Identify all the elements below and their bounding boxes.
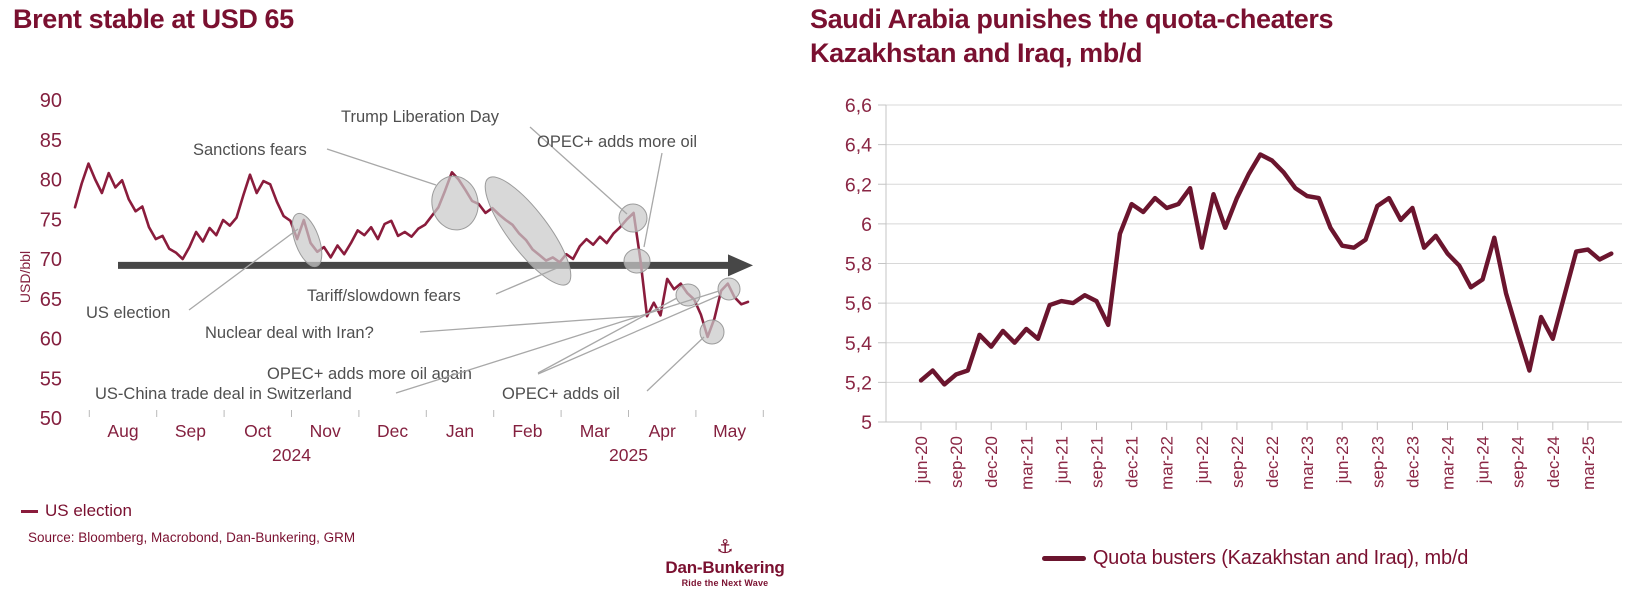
y-axis-tick-label: 5,8 <box>845 254 872 276</box>
annotation-pointer-line <box>188 228 299 311</box>
x-axis-tick-label: mar-25 <box>1579 436 1598 490</box>
us-china-deal-ellipse <box>717 277 741 301</box>
y-axis-tick-label: 70 <box>40 249 62 271</box>
annotation-label: OPEC+ adds oil <box>502 385 620 403</box>
x-axis-tick-label: jun-23 <box>1333 436 1352 484</box>
x-axis-month-label: Feb <box>512 421 542 441</box>
annotation-pointer-line <box>537 297 678 374</box>
annotation-pointer-line <box>495 267 558 295</box>
y-axis-tick-label: 6,2 <box>845 174 872 196</box>
x-axis-month-label: Oct <box>244 421 271 441</box>
y-axis-tick-label: 60 <box>40 329 62 351</box>
brent-legend-label: US election <box>45 501 132 520</box>
quota-legend-label: Quota busters (Kazakhstan and Iraq), mb/… <box>1092 547 1469 569</box>
x-axis-tick-label: sep-20 <box>947 436 966 488</box>
y-axis-tick-label: 6,6 <box>845 95 872 117</box>
x-axis-tick-label: dec-21 <box>1123 436 1142 488</box>
opec-adds-more-oil-ellipse <box>618 203 648 233</box>
x-axis-tick-label: sep-23 <box>1368 436 1387 488</box>
x-axis-month-label: Mar <box>580 421 610 441</box>
annotation-pointer-line <box>326 148 437 186</box>
annotation-label: Trump Liberation Day <box>341 108 500 126</box>
x-axis-tick-label: sep-21 <box>1088 436 1107 488</box>
quota-chart-title-line2: Kazakhstan and Iraq, mb/d <box>810 38 1143 68</box>
y-axis-tick-label: 55 <box>40 368 62 390</box>
annotation-label: Sanctions fears <box>193 141 307 159</box>
x-axis-tick-label: mar-22 <box>1158 436 1177 490</box>
annotation-label: Tariff/slowdown fears <box>307 287 461 305</box>
annotation-label: US election <box>86 304 170 322</box>
x-axis-tick-label: dec-20 <box>982 436 1001 488</box>
x-axis-month-label: Jan <box>446 421 474 441</box>
y-axis-tick-label: 5,6 <box>845 293 872 315</box>
x-axis-tick-label: mar-21 <box>1017 436 1036 490</box>
x-axis-tick-label: dec-23 <box>1403 436 1422 488</box>
quota-legend: Quota busters (Kazakhstan and Iraq), mb/… <box>880 547 1630 570</box>
opec-again-ellipse <box>675 283 701 307</box>
annotation-pointer-line <box>419 315 640 333</box>
y-axis-tick-label: 65 <box>40 289 62 311</box>
quota-busters-line <box>918 152 1614 387</box>
x-axis-tick-label: jun-20 <box>912 436 931 484</box>
x-axis-month-label: Apr <box>649 421 676 441</box>
trend-arrow-head <box>728 254 753 277</box>
brent-chart-title: Brent stable at USD 65 <box>13 4 294 34</box>
annotation-pointer-line <box>395 290 720 394</box>
us-election-ellipse <box>291 212 323 268</box>
brent-chart: 90 85 80 75 70 65 60 55 50 USD/bbl Aug Sep Oct Nov Dec… <box>17 90 764 465</box>
quota-chart-title: Saudi Arabia punishes the quota-cheaters… <box>810 2 1334 70</box>
x-axis-year-label: 2024 <box>272 445 311 465</box>
y-axis-tick-label: 75 <box>40 209 62 231</box>
annotation-label: Nuclear deal with Iran? <box>205 324 374 342</box>
legend-line-swatch <box>1041 556 1086 561</box>
y-axis-tick-label: 80 <box>40 170 62 192</box>
annotation-label: OPEC+ adds more oil again <box>267 365 472 383</box>
logo-name: Dan-Bunkering <box>665 558 785 577</box>
y-axis-tick-label: 5,4 <box>845 333 872 355</box>
y-axis-tick-label: 5,2 <box>845 372 872 394</box>
logo-tagline: Ride the Next Wave <box>681 578 769 588</box>
x-axis-month-label: Dec <box>377 421 408 441</box>
quota-chart: 6,6 6,4 6,2 6 5,8 5,6 5,4 5,2 5 jun-20 sep-20 dec-2… <box>845 95 1622 490</box>
x-axis-tick-label: dec-22 <box>1263 436 1282 488</box>
x-axis-tick-label: dec-24 <box>1544 436 1563 488</box>
annotation-label: OPEC+ adds more oil <box>537 133 697 151</box>
annotation-label: US-China trade deal in Switzerland <box>95 385 352 403</box>
x-axis-month-label: Sep <box>175 421 206 441</box>
x-axis-tick-label: sep-22 <box>1228 436 1247 488</box>
x-axis-year-label: 2025 <box>609 445 648 465</box>
source-note: Source: Bloomberg, Macrobond, Dan-Bunker… <box>28 530 356 545</box>
y-axis-tick-label: 6,4 <box>845 135 872 157</box>
x-axis-tick-label: jun-24 <box>1474 436 1493 484</box>
opec-adds-oil-ellipse <box>699 319 725 345</box>
y-axis-tick-label: 90 <box>40 90 62 112</box>
x-axis-month-label: May <box>713 421 746 441</box>
quota-chart-title-line1: Saudi Arabia punishes the quota-cheaters <box>810 4 1334 34</box>
liberation-day-ellipse <box>623 248 651 274</box>
y-axis-tick-label: 85 <box>40 130 62 152</box>
x-axis-month-label: Aug <box>107 421 138 441</box>
brent-legend: US election <box>21 501 132 521</box>
x-axis-tick-label: jun-21 <box>1052 436 1071 484</box>
x-axis-month-label: Nov <box>310 421 341 441</box>
x-axis-tick-label: mar-23 <box>1298 436 1317 490</box>
dan-bunkering-logo: ⚓ Dan-Bunkering Ride the Next Wave <box>645 537 805 589</box>
y-axis-tick-label: 5 <box>861 412 872 434</box>
y-axis-title: USD/bbl <box>17 251 33 303</box>
x-axis-tick-label: jun-22 <box>1193 436 1212 484</box>
legend-line-swatch <box>21 509 38 513</box>
annotation-pointer-line <box>529 126 628 215</box>
y-axis-tick-label: 50 <box>40 408 62 430</box>
tariff-slowdown-ellipse <box>484 176 572 286</box>
x-axis-tick-label: sep-24 <box>1509 436 1528 488</box>
annotation-pointer-line <box>646 336 705 392</box>
y-axis-tick-label: 6 <box>861 214 872 236</box>
brent-price-line <box>73 162 750 339</box>
sanctions-fears-ellipse <box>431 175 479 231</box>
annotation-pointer-line <box>643 152 663 248</box>
anchor-icon: ⚓ <box>716 537 734 558</box>
x-axis-tick-label: mar-24 <box>1439 436 1458 490</box>
annotation-pointer-line <box>537 295 719 375</box>
